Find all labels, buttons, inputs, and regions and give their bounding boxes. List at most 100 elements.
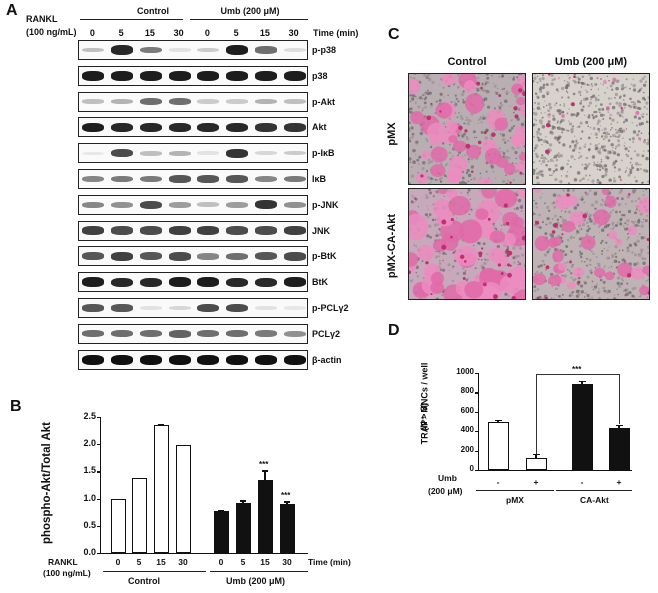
significance-marker: *** — [281, 491, 291, 501]
protein-band — [82, 277, 105, 287]
protein-band — [254, 226, 277, 235]
protein-band — [139, 252, 162, 261]
panel-d-letter: D — [388, 322, 400, 339]
rankl-label: RANKL — [26, 14, 58, 24]
blot-lane — [223, 325, 252, 343]
blot-lane — [280, 170, 309, 188]
protein-band — [168, 305, 191, 311]
y-tick — [475, 373, 478, 375]
blot-lane — [252, 325, 281, 343]
blot-label: p-IκB — [312, 148, 335, 159]
blot-lane — [280, 273, 309, 291]
protein-band — [139, 306, 162, 310]
sig-bracket-left — [536, 373, 538, 454]
bar-pmx- — [487, 422, 509, 470]
protein-band — [111, 175, 134, 183]
blot-lane — [194, 247, 223, 265]
blot-lane — [108, 67, 137, 85]
bar-pmx- — [525, 457, 547, 470]
row-label-pmx: pMX — [386, 122, 398, 146]
protein-band — [168, 330, 191, 338]
protein-band — [82, 226, 105, 235]
col-label-control: Control — [447, 56, 487, 68]
x-tick-label: 0 — [218, 557, 224, 567]
protein-band — [197, 70, 220, 81]
blot-p-akt — [78, 91, 308, 112]
bar-ca-akt- — [571, 383, 593, 470]
blot-lane — [137, 93, 166, 111]
blot-lane — [165, 273, 194, 291]
protein-band — [139, 98, 162, 106]
blot-lane — [280, 222, 309, 240]
protein-band — [168, 354, 191, 365]
blot-lane — [194, 196, 223, 214]
blot-lane — [108, 325, 137, 343]
protein-band — [111, 149, 134, 158]
y-tick-label: 0 — [469, 464, 474, 473]
panel-b-letter: B — [10, 398, 22, 415]
blot-lane — [137, 273, 166, 291]
y-tick — [97, 417, 100, 419]
blot-lane — [79, 93, 108, 111]
error-cap — [218, 510, 224, 512]
protein-band — [111, 226, 134, 235]
error-cap — [262, 470, 268, 472]
bar-ca-akt- — [608, 428, 630, 470]
y-tick — [475, 450, 478, 452]
protein-band — [168, 98, 191, 106]
protein-band — [283, 306, 306, 310]
micrograph-pmx-control — [408, 73, 526, 185]
blot-p-jnk — [78, 194, 309, 215]
blot-lane — [108, 41, 137, 59]
blot-lane — [280, 196, 309, 214]
protein-band — [111, 354, 134, 365]
time-point: 30 — [288, 28, 299, 38]
protein-band — [283, 226, 306, 235]
y-tick — [97, 498, 100, 500]
sign-label: - — [580, 477, 584, 487]
y-tick — [475, 411, 478, 413]
blot-lane — [223, 299, 252, 317]
protein-band — [283, 48, 306, 52]
blot-lane — [252, 41, 281, 59]
protein-band — [226, 122, 249, 133]
blot-lane — [165, 247, 194, 265]
protein-band — [111, 201, 134, 208]
sign-label: + — [533, 477, 539, 487]
bar-control — [110, 498, 126, 553]
protein-band — [82, 201, 105, 209]
blot-lane — [108, 170, 137, 188]
blot-p-i-b — [78, 143, 308, 164]
protein-band — [168, 150, 191, 156]
blot-p-btk — [78, 246, 308, 267]
blot-lane — [252, 67, 281, 85]
time-label: Time (min) — [313, 28, 359, 38]
blot-lane — [165, 93, 194, 111]
protein-band — [197, 303, 220, 313]
protein-band — [168, 226, 191, 235]
group-label-umb: Umb (200 μM) — [226, 576, 286, 586]
error-cap — [615, 424, 623, 427]
y-tick-label: 0.0 — [83, 547, 96, 557]
blot-lane — [223, 196, 252, 214]
time-point: 30 — [173, 28, 184, 38]
group-control: Control — [137, 6, 169, 16]
y-axis — [478, 373, 480, 470]
blot-lane — [252, 222, 281, 240]
blot-label: β-actin — [312, 354, 342, 365]
blot-lane — [137, 196, 166, 214]
blot-lane — [194, 273, 223, 291]
group-line-ca-akt — [556, 490, 632, 491]
protein-band — [254, 354, 277, 365]
bar-umb — [213, 510, 229, 553]
protein-band — [254, 99, 277, 105]
blot-lane — [252, 144, 281, 162]
bar-umb — [257, 480, 273, 553]
group-umb: Umb (200 μM) — [220, 6, 280, 16]
blot-label: p38 — [312, 70, 328, 81]
error-cap — [532, 453, 540, 456]
umb-label: Umb — [438, 473, 457, 483]
blot-lane — [137, 299, 166, 317]
blot-lane — [137, 247, 166, 265]
blot-lane — [194, 299, 223, 317]
